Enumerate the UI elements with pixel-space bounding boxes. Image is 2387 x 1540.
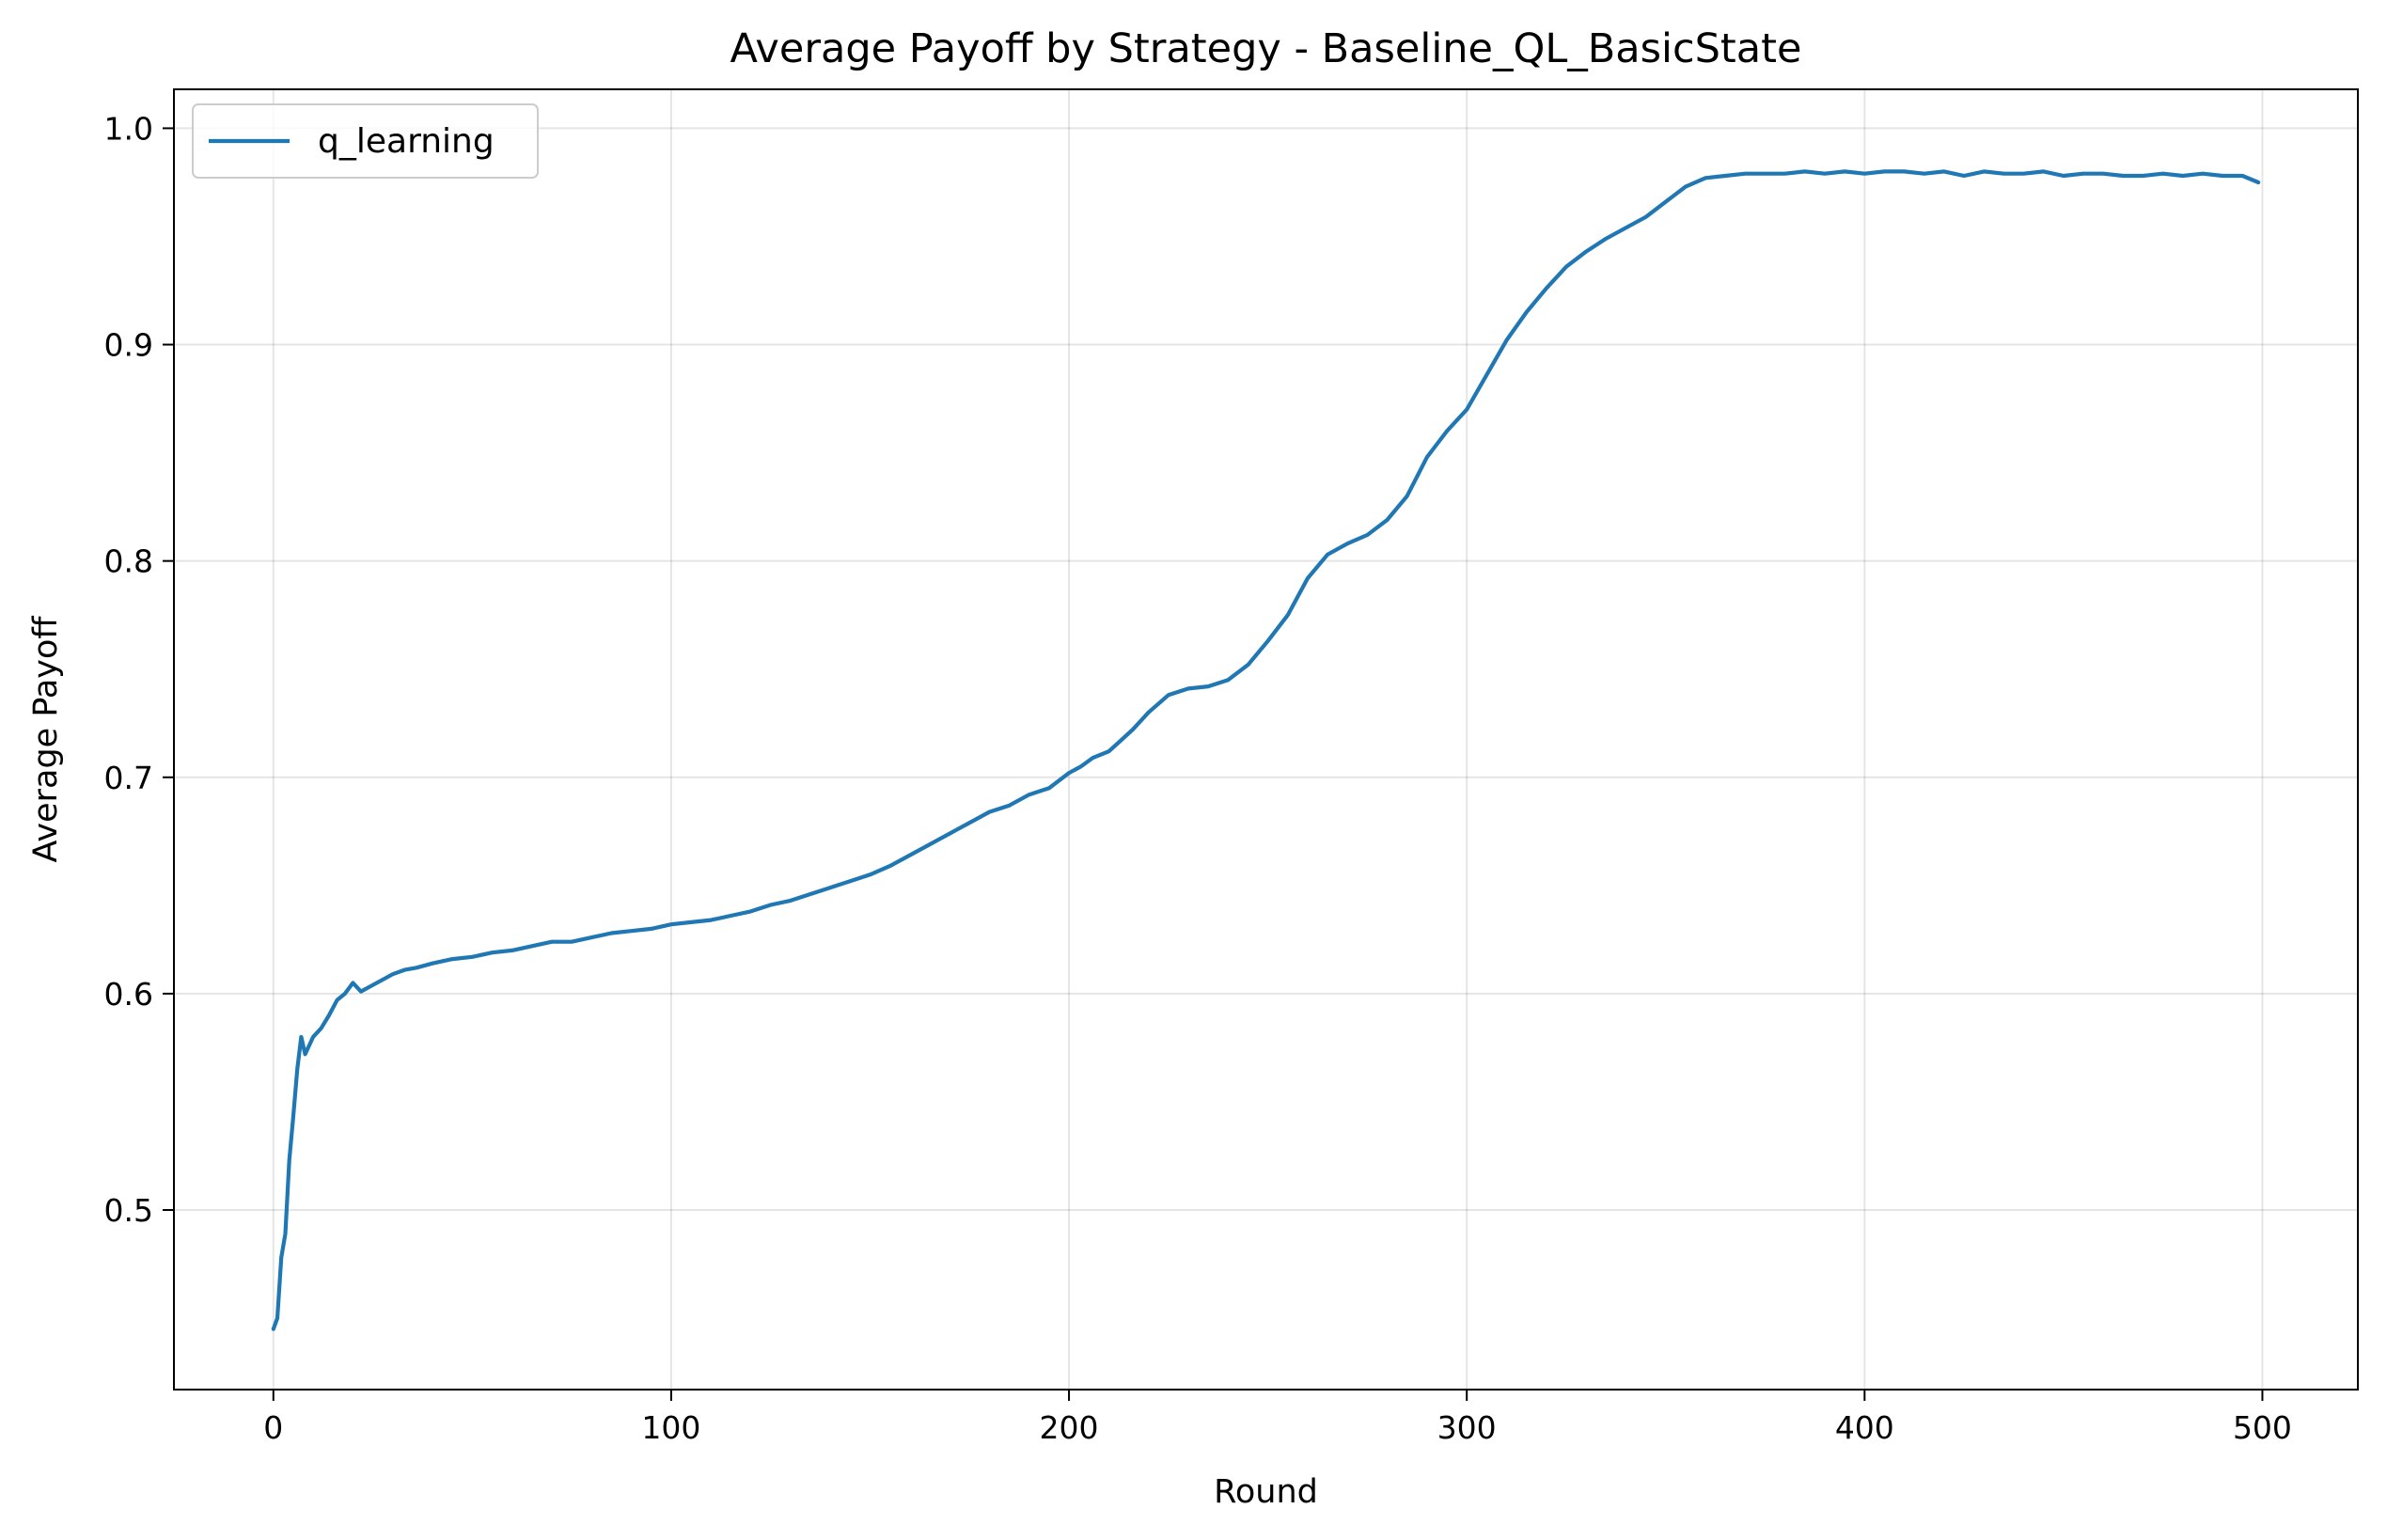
legend-box [192, 103, 539, 179]
x-axis-label: Round [1214, 1473, 1318, 1511]
y-tick-label: 1.0 [104, 110, 153, 147]
y-tick-label: 0.8 [104, 543, 153, 580]
x-tick-label: 200 [1040, 1409, 1099, 1446]
x-tick-label: 300 [1437, 1409, 1497, 1446]
plot-frame [173, 88, 2359, 1391]
y-tick-label: 0.5 [104, 1192, 153, 1229]
legend-label-q-learning: q_learning [318, 122, 495, 161]
x-tick-label: 100 [641, 1409, 700, 1446]
y-axis-label: Average Payoff [27, 616, 65, 863]
legend: q_learning [192, 103, 539, 179]
y-tick-label: 0.6 [104, 976, 153, 1013]
series-line-q-learning [271, 169, 2261, 1331]
x-tick-label: 500 [2233, 1409, 2292, 1446]
y-tick-label: 0.9 [104, 327, 153, 364]
axis-ticks: 0 100 200 300 400 500 0.5 0.6 0.7 0.8 0.9 1.0 [104, 110, 2292, 1446]
chart-title: Average Payoff by Strategy - Baseline_QL… [730, 25, 1802, 72]
y-tick-label: 0.7 [104, 760, 153, 796]
x-tick-label: 0 [263, 1409, 283, 1446]
x-tick-label: 400 [1835, 1409, 1894, 1446]
